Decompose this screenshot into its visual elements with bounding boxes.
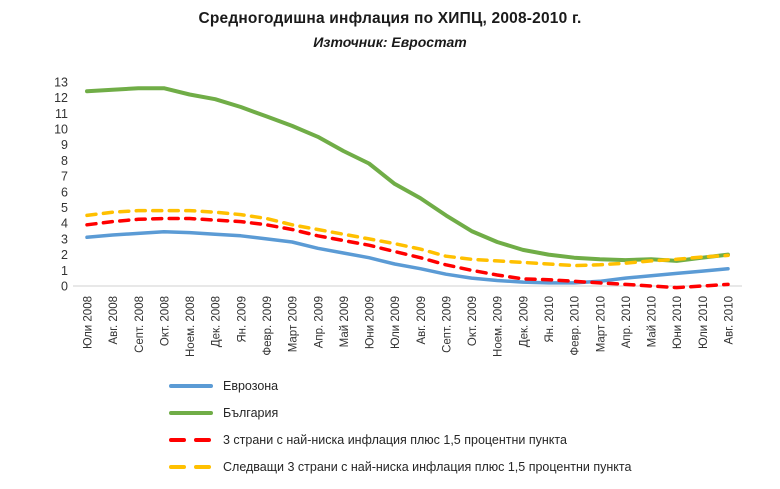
chart-legend: Еврозона България 3 страни с най-ниска инф… [168,372,631,480]
x-axis-tick-label: Авг. 2010 [724,296,736,345]
legend-label: Следващи 3 страни с най-ниска инфлация п… [223,459,632,474]
x-axis-tick-label: Ноем. 2009 [493,296,505,357]
legend-label: Еврозона [223,378,279,393]
x-axis-tick-label: Окт. 2009 [467,296,479,346]
y-axis-tick-label: 6 [61,185,68,199]
x-axis-tick-label: Авг. 2008 [108,296,120,345]
x-axis-tick-label: Март 2009 [288,296,300,352]
series-line [85,86,730,263]
x-axis-tick-label: Май 2010 [647,296,659,347]
legend-item: Следващи 3 страни с най-ниска инфлация п… [168,453,631,480]
x-axis-tick-label: Март 2010 [595,296,607,352]
series-line [85,230,730,285]
x-axis-tick-label: Ян. 2010 [544,296,556,343]
y-axis-tick-label: 8 [61,154,68,168]
y-axis-tick-label: 3 [61,232,68,246]
x-axis-tick-label: Септ. 2009 [441,296,453,353]
x-axis-tick-label: Май 2009 [339,296,351,347]
x-axis-tick-label: Юни 2009 [365,296,377,349]
y-axis-tick-label: 4 [61,217,68,231]
y-axis-tick-label: 9 [61,138,68,152]
series-line [85,216,730,290]
legend-swatch-line [169,437,213,442]
y-axis-tick-label: 13 [54,75,68,89]
y-axis-tick-label: 1 [61,264,68,278]
y-axis-tick-label: 7 [61,170,68,184]
x-axis-tick-label: Апр. 2009 [313,296,325,348]
x-axis-tick-label: Юли 2010 [698,296,710,349]
y-axis-tick-label: 0 [61,280,68,294]
legend-label: 3 страни с най-ниска инфлация плюс 1,5 п… [223,432,567,447]
y-axis-tick-label: 5 [61,201,68,215]
legend-swatch-line [169,410,213,415]
x-axis-tick-label: Окт. 2008 [159,296,171,346]
x-axis-tick-label: Дек. 2009 [518,296,530,347]
x-axis-tick-label: Юли 2009 [390,296,402,349]
x-axis-tick-label: Юли 2008 [83,296,95,349]
x-axis-tick-label: Юни 2010 [672,296,684,349]
chart-title: Средногодишна инфлация по ХИПЦ, 2008-201… [198,10,582,27]
x-axis-tick-label: Ян. 2009 [236,296,248,343]
y-axis-tick-label: 10 [54,123,68,137]
x-axis-tick-label: Апр. 2010 [621,296,633,348]
legend-label: България [223,405,279,420]
legend-item: 3 страни с най-ниска инфлация плюс 1,5 п… [168,426,631,453]
legend-item: Еврозона [168,372,631,399]
legend-swatch-line [169,464,213,469]
legend-swatch-line [169,383,213,388]
y-axis-tick-label: 2 [61,248,68,262]
y-axis-tick-label: 12 [54,91,68,105]
series-line [85,208,730,268]
x-axis-tick-label: Ноем. 2008 [185,296,197,357]
x-axis-tick-label: Септ. 2008 [134,296,146,353]
y-axis-tick-label: 11 [55,107,68,121]
x-axis-tick-label: Февр. 2010 [570,296,582,356]
x-axis-tick-label: Авг. 2009 [416,296,428,345]
x-axis-tick-label: Февр. 2009 [262,296,274,356]
x-axis-tick-label: Дек. 2008 [211,296,223,347]
chart-subtitle: Източник: Евростат [313,34,467,50]
legend-item: България [168,399,631,426]
